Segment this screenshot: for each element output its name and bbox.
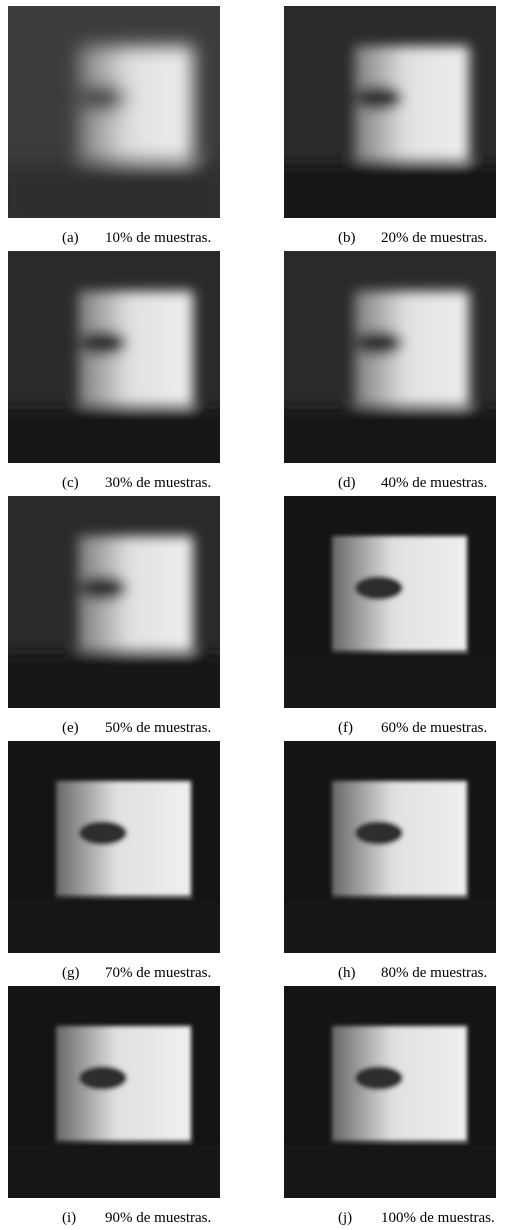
panel-caption: 30% de muestras. — [105, 475, 211, 492]
reconstruction-image — [8, 741, 220, 953]
dark-spot — [79, 86, 127, 110]
lower-band — [8, 409, 220, 463]
panel-label: (g) — [62, 965, 80, 982]
panel-caption: 20% de muestras. — [381, 230, 487, 247]
panel-caption: 40% de muestras. — [381, 475, 487, 492]
lower-band — [8, 164, 220, 218]
reconstruction-image — [8, 496, 220, 708]
lower-band — [284, 409, 496, 463]
dark-spot — [355, 821, 403, 845]
reconstruction-image — [284, 6, 496, 218]
lower-band — [284, 899, 496, 953]
lower-band — [8, 654, 220, 708]
dark-spot — [355, 331, 403, 355]
dark-spot — [79, 1066, 127, 1090]
reconstruction-image — [284, 741, 496, 953]
figure-panel: (g) 70% de muestras. — [8, 741, 237, 981]
lower-band — [8, 1144, 220, 1198]
dark-spot — [79, 331, 127, 355]
lower-band — [284, 654, 496, 708]
reconstruction-image — [284, 251, 496, 463]
dark-spot — [79, 576, 127, 600]
panel-label: (i) — [62, 1210, 76, 1227]
figure-panel: (c) 30% de muestras. — [8, 251, 237, 491]
panel-caption: 60% de muestras. — [381, 720, 487, 737]
panel-label: (h) — [338, 965, 356, 982]
panel-caption: 100% de muestras. — [381, 1210, 495, 1227]
lower-band — [8, 899, 220, 953]
dark-spot — [79, 821, 127, 845]
panel-label: (c) — [62, 475, 79, 492]
panel-caption: 80% de muestras. — [381, 965, 487, 982]
panel-label: (e) — [62, 720, 79, 737]
dark-spot — [355, 1066, 403, 1090]
reconstruction-image — [284, 986, 496, 1198]
figure-panel: (a) 10% de muestras. — [8, 6, 237, 246]
figure-panel: (b) 20% de muestras. — [284, 6, 513, 246]
reconstruction-image — [284, 496, 496, 708]
reconstruction-image — [8, 251, 220, 463]
lower-band — [284, 164, 496, 218]
panel-caption: 90% de muestras. — [105, 1210, 211, 1227]
panel-label: (b) — [338, 230, 356, 247]
dark-spot — [355, 576, 403, 600]
figure-panel: (j) 100% de muestras. — [284, 986, 513, 1226]
dark-spot — [355, 86, 403, 110]
panel-label: (a) — [62, 230, 79, 247]
figure-panel: (f) 60% de muestras. — [284, 496, 513, 736]
figure-panel: (d) 40% de muestras. — [284, 251, 513, 491]
panel-caption: 70% de muestras. — [105, 965, 211, 982]
figure-panel: (h) 80% de muestras. — [284, 741, 513, 981]
panel-label: (f) — [338, 720, 353, 737]
reconstruction-image — [8, 986, 220, 1198]
figure-panel: (e) 50% de muestras. — [8, 496, 237, 736]
figure-panel: (i) 90% de muestras. — [8, 986, 237, 1226]
panel-caption: 50% de muestras. — [105, 720, 211, 737]
lower-band — [284, 1144, 496, 1198]
panel-label: (d) — [338, 475, 356, 492]
figure: (a) 10% de muestras. (b) 20% de muestras. (c… — [0, 0, 513, 1230]
panel-label: (j) — [338, 1210, 352, 1227]
panel-caption: 10% de muestras. — [105, 230, 211, 247]
reconstruction-image — [8, 6, 220, 218]
